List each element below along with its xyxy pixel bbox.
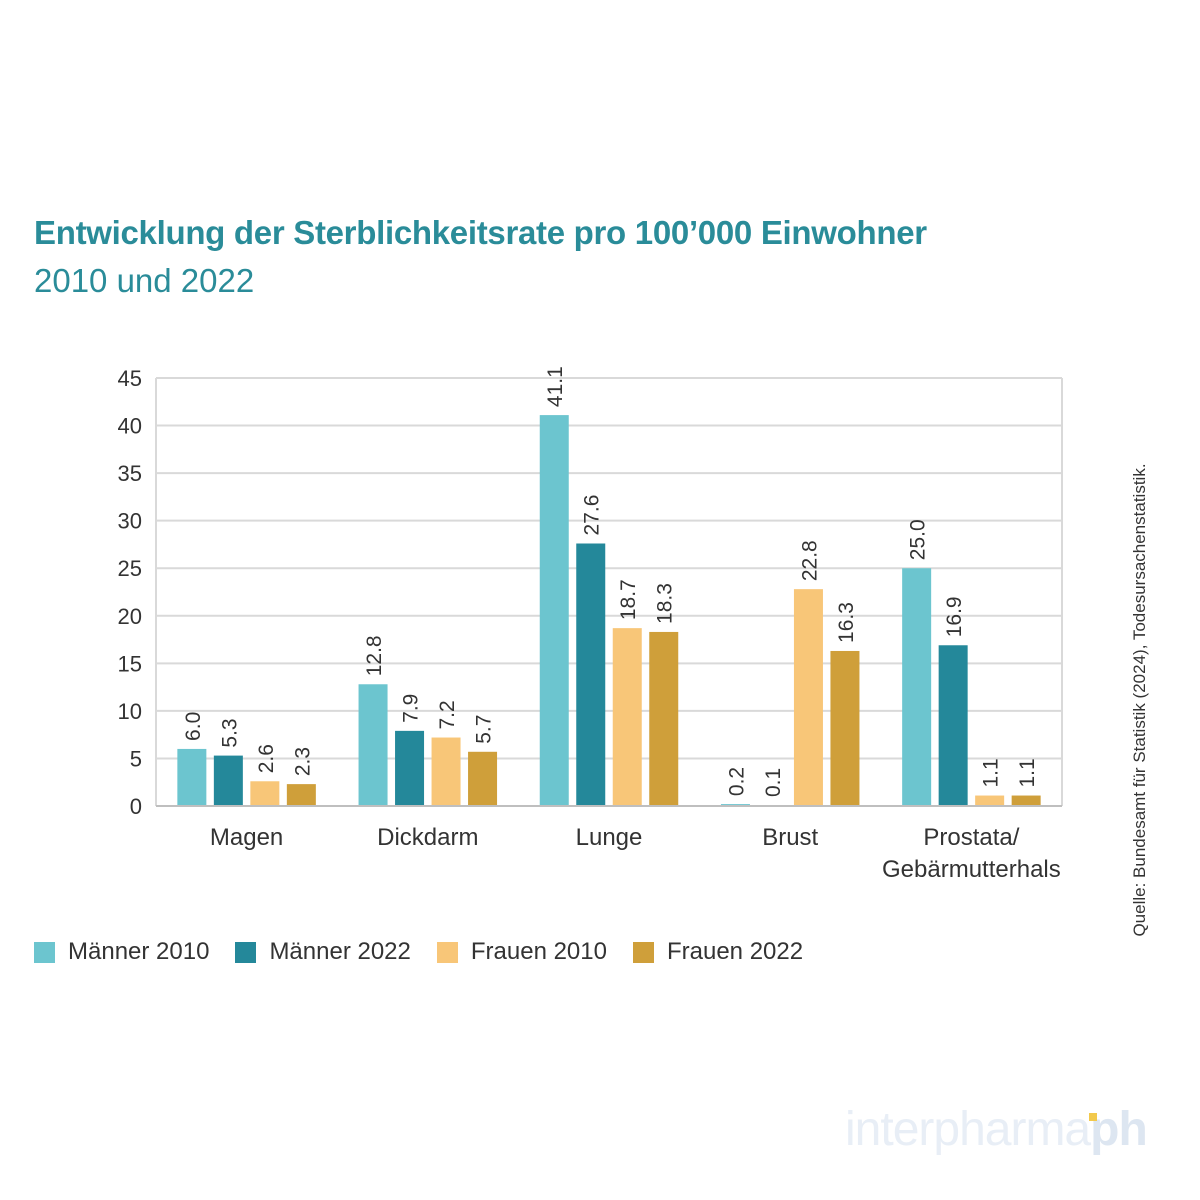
bar [1011,795,1041,806]
bar-chart: 0 5 10 15 20 25 30 35 40 45 6.0 5.3 2.6 2.3 Magen 12.8 7… [118,366,1063,883]
legend-label: Männer 2010 [68,938,210,965]
data-label: 27.6 [581,495,604,536]
bar [358,684,388,806]
legend-swatch [436,941,458,963]
chart-title: Entwicklung der Sterblichkeitsrate pro 1… [34,214,927,251]
legend-label: Frauen 2022 [666,938,804,965]
data-label: 16.3 [835,602,858,643]
legend-label: Männer 2022 [269,938,411,965]
data-label: 0.2 [725,767,748,796]
bar [177,748,207,806]
legend: Männer 2010 Männer 2022 Frauen 2010 Frau… [34,938,829,966]
chart-subtitle: 2010 und 2022 [34,262,255,299]
x-tick-label: Magen [210,824,283,851]
data-label: 1.1 [980,758,1003,787]
y-tick-label: 15 [118,651,142,676]
data-label: 41.1 [544,366,567,407]
legend-item-maenner-2022: Männer 2022 [235,938,411,966]
y-tick-label: 30 [118,509,142,534]
bar [902,568,932,806]
bar [468,751,498,806]
data-label: 2.3 [291,747,314,776]
data-label: 6.0 [182,712,205,741]
data-label: 22.8 [798,540,821,581]
bar [576,543,606,806]
data-label: 25.0 [907,519,930,560]
y-tick-label: 25 [118,556,142,581]
data-label: 7.2 [436,700,459,729]
x-tick-label: Gebärmutterhals [882,856,1061,883]
data-label: 2.6 [255,744,278,773]
data-label: 18.7 [617,579,640,620]
data-label: 0.1 [762,768,785,797]
bar [250,781,280,806]
legend-label: Frauen 2010 [470,938,607,965]
x-tick-label: Dickdarm [377,824,478,851]
data-label: 5.7 [473,715,496,744]
y-tick-label: 5 [130,746,142,771]
data-label: 18.3 [654,583,677,624]
bar [431,737,461,806]
y-tick-label: 20 [118,604,142,629]
legend-item-frauen-2022: Frauen 2022 [632,938,804,966]
bar [793,589,823,806]
data-label: 16.9 [943,596,966,637]
bar [286,784,316,806]
logo-text: interpharma [845,1103,1091,1156]
y-tick-label: 35 [118,461,142,486]
y-tick-label: 10 [118,699,142,724]
logo-dot [1089,1113,1098,1121]
bar [649,631,679,806]
logo-accent: ph [1089,1103,1148,1156]
legend-swatch [632,941,654,963]
x-tick-label: Lunge [576,824,643,851]
bar [539,415,569,806]
x-tick-label: Prostata/ [923,824,1019,851]
legend-swatch [235,941,257,963]
source-note: Quelle: Bundesamt für Statistik (2024), … [1130,463,1149,937]
legend-swatch [34,941,55,963]
logo-accent-text: ph [1090,1103,1148,1156]
x-tick-label: Brust [762,824,818,851]
data-label: 7.9 [400,694,423,723]
data-label: 1.1 [1016,758,1039,787]
bar [830,650,860,806]
bar [395,730,425,806]
y-tick-label: 40 [118,414,142,439]
data-label: 12.8 [363,635,386,676]
y-tick-label: 0 [130,794,142,819]
bar [938,645,968,806]
y-tick-label: 45 [118,366,142,391]
data-label: 5.3 [218,718,241,747]
legend-item-frauen-2010: Frauen 2010 [436,938,607,966]
legend-item-maenner-2010: Männer 2010 [34,938,209,966]
bar [213,755,243,806]
bar [612,628,642,806]
bar [975,795,1005,806]
interpharma-logo: interpharma ph [845,1102,1148,1157]
